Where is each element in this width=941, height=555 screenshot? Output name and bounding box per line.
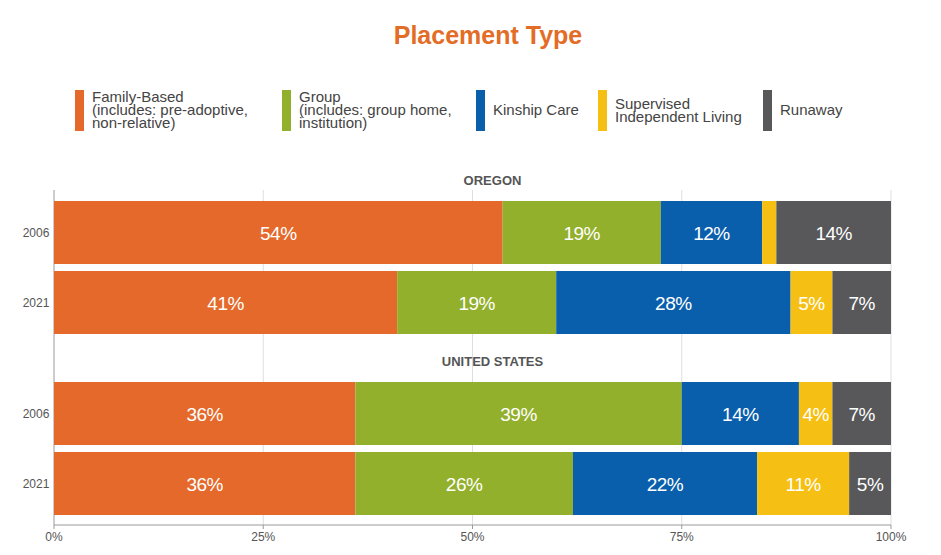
bar-segment (849, 452, 891, 515)
category-label: 2021 (23, 477, 50, 491)
bar-segment (799, 382, 832, 445)
tick-label: 50% (460, 530, 484, 544)
chart-root: Placement Type Family-Based(includes: pre… (0, 0, 941, 555)
category-label: 2006 (23, 407, 50, 421)
data-label: 5% (857, 474, 884, 495)
tick-label: 25% (251, 530, 275, 544)
legend: Family-Based(includes: pre-adoptive,non-… (75, 88, 843, 131)
category-label: 2006 (23, 226, 50, 240)
tick-mark (263, 525, 264, 529)
bar-segment (54, 201, 503, 264)
category-label: 2021 (23, 296, 50, 310)
data-label: 14% (722, 404, 759, 425)
data-label: 11% (786, 474, 822, 495)
legend-swatch (763, 90, 772, 131)
data-label: 41% (207, 293, 244, 314)
bar-segment (355, 382, 681, 445)
tick-mark (681, 525, 682, 529)
data-label: 7% (848, 293, 875, 314)
tick-label: 100% (876, 530, 907, 544)
data-label: 54% (260, 223, 297, 244)
data-label: 12% (693, 223, 730, 244)
data-label: 26% (446, 474, 483, 495)
bar-segment (762, 201, 776, 264)
bar-segment (54, 382, 355, 445)
data-label: 14% (815, 223, 852, 244)
legend-label: SupervisedIndependent Living (615, 95, 742, 125)
bars (54, 201, 891, 334)
legend-swatch (598, 90, 607, 131)
legend-label-line: Kinship Care (493, 101, 579, 118)
tick-mark (472, 525, 473, 529)
legend-label-line: institution) (299, 114, 367, 131)
data-label: 39% (500, 404, 537, 425)
data-label: 5% (798, 293, 825, 314)
bar-segment (832, 382, 891, 445)
tick-mark (54, 525, 55, 529)
panel: UNITED STATES 36% 39% 14% 4% 7% 36% 26% 22% 11% 5%… (23, 345, 907, 544)
legend-label-line: Independent Living (615, 108, 742, 125)
data-label: 36% (186, 404, 223, 425)
legend-label: Kinship Care (493, 101, 579, 118)
legend-swatch (75, 90, 84, 131)
data-labels: 54% 19% 12% 14% 41% 19% 28% 5% 7% (207, 223, 875, 314)
data-label: 19% (563, 223, 600, 244)
bar-segment (791, 271, 833, 334)
bar-segment (757, 452, 849, 515)
main-title: Placement Type (394, 21, 583, 49)
bar-segment (355, 452, 573, 515)
panel: OREGON 54% 19% 12% 14% 41% 19% 28% 5% 7% 2006 2021 (23, 173, 891, 345)
data-label: 19% (458, 293, 495, 314)
legend-swatch (282, 90, 291, 131)
bar-segment (397, 271, 556, 334)
data-label: 36% (186, 474, 223, 495)
tick-label: 0% (45, 530, 63, 544)
bar-segment (573, 452, 757, 515)
tick-label: 75% (670, 530, 694, 544)
legend-label: Family-Based(includes: pre-adoptive,non-… (92, 88, 248, 131)
legend-label-line: Runaway (780, 101, 843, 118)
legend-label-line: non-relative) (92, 114, 175, 131)
bar-segment (661, 201, 762, 264)
bar-segment (54, 271, 397, 334)
bar-segment (556, 271, 790, 334)
tick-mark (891, 525, 892, 529)
panel-title: UNITED STATES (442, 354, 544, 369)
panel-title: OREGON (464, 173, 522, 188)
legend-label: Group(includes: group home,institution) (299, 88, 452, 131)
bar-segment (54, 452, 355, 515)
data-label: 7% (848, 404, 875, 425)
legend-swatch (476, 90, 485, 131)
data-label: 28% (655, 293, 692, 314)
data-labels: 36% 39% 14% 4% 7% 36% 26% 22% 11% 5% (186, 404, 884, 495)
data-label: 4% (802, 404, 829, 425)
bar-segment (832, 271, 891, 334)
bars (54, 382, 891, 515)
bar-segment (682, 382, 799, 445)
bar-segment (776, 201, 891, 264)
bar-segment (503, 201, 661, 264)
data-label: 22% (647, 474, 684, 495)
legend-label: Runaway (780, 101, 843, 118)
